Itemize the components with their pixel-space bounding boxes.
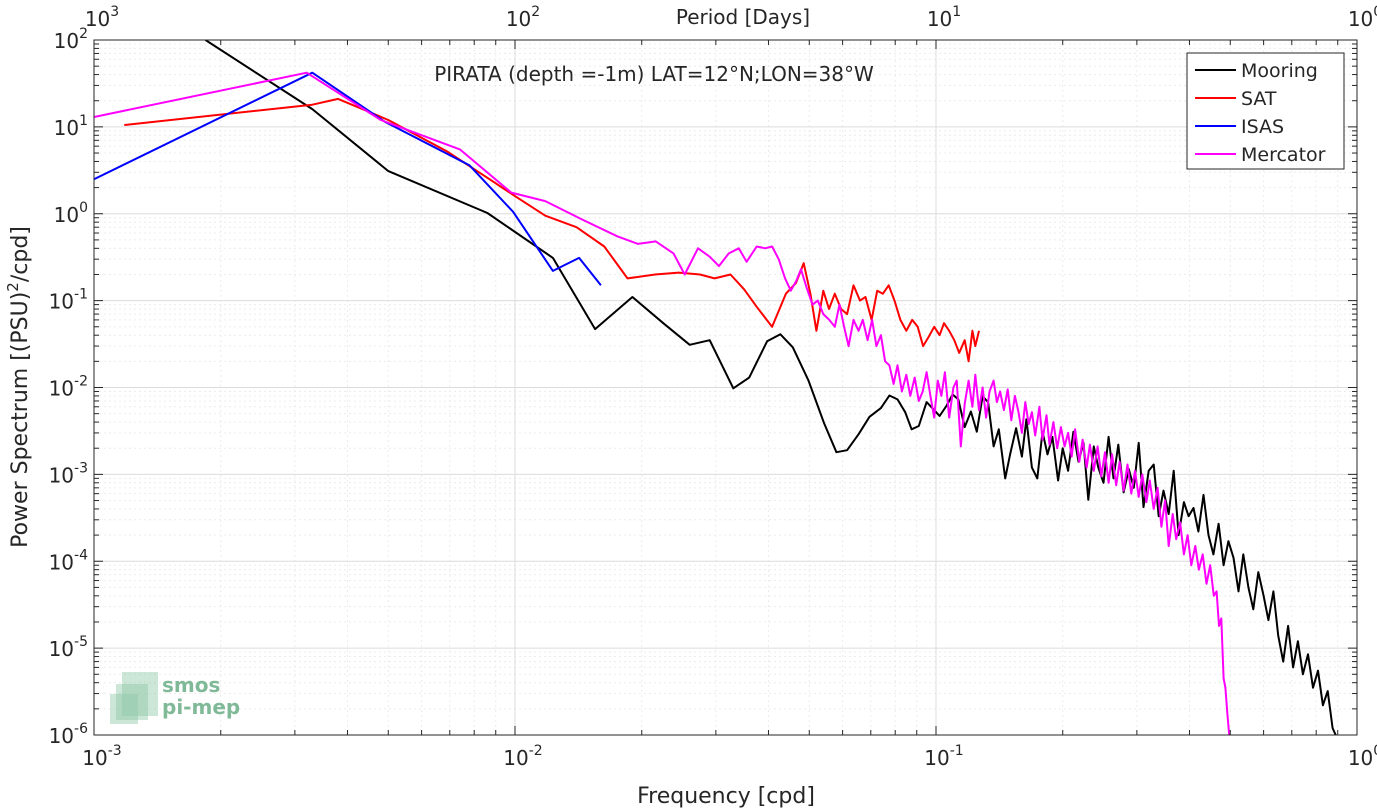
top-tick-label: 100: [1348, 4, 1377, 31]
top-tick-label-base: 10: [927, 7, 952, 31]
y-tick-label-base: 10: [49, 724, 74, 748]
y-tick-label: 10-2: [49, 374, 88, 401]
logo-wave-back: [122, 672, 158, 716]
tick-marks: [93, 39, 1358, 736]
y-axis-label-tail: /cpd]: [8, 226, 33, 282]
y-tick-label: 10-4: [49, 547, 89, 574]
legend-label-mercator: Mercator: [1241, 144, 1326, 166]
series-line-isas: [94, 71, 602, 286]
series-layer: [94, 40, 1337, 735]
top-tick-label-exponent: 2: [531, 4, 540, 20]
y-tick-label-exponent: -1: [74, 287, 88, 303]
y-tick-label-exponent: -6: [74, 721, 88, 737]
y-tick-label-exponent: 2: [79, 26, 88, 42]
x-tick-label: 100: [1348, 743, 1377, 770]
y-tick-label: 100: [54, 200, 88, 227]
y-tick-label-base: 10: [49, 377, 74, 401]
x-tick-label-exponent: -2: [529, 743, 543, 759]
series-line-sat: [124, 97, 980, 363]
series-line-mercator: [94, 71, 1231, 735]
logo-text-smos: smos: [162, 673, 220, 697]
y-tick-label-base: 10: [49, 637, 74, 661]
y-tick-label: 101: [54, 113, 88, 140]
y-tick-label-base: 10: [54, 116, 79, 140]
top-tick-label-base: 10: [506, 7, 531, 31]
y-tick-label-base: 10: [49, 463, 74, 487]
x-tick-label: 10-1: [924, 743, 963, 770]
logo-wave-front: [110, 694, 138, 724]
y-axis-label-superscript: 2: [4, 282, 22, 292]
legend-box: [1186, 52, 1345, 170]
y-tick-label-exponent: -2: [74, 374, 88, 390]
smos-pi-mep-logo: smos pi-mep: [110, 672, 240, 724]
top-tick-labels: 103102101100: [85, 4, 1377, 31]
logo-text-pi-mep: pi-mep: [162, 695, 240, 719]
top-tick-label: 101: [927, 4, 961, 31]
x-tick-label-exponent: 0: [1373, 743, 1377, 759]
top-tick-label: 102: [506, 4, 540, 31]
top-axis-label: Period [Days]: [676, 5, 810, 29]
x-tick-label: 10-3: [82, 743, 121, 770]
y-tick-label-base: 10: [54, 29, 79, 53]
y-tick-label: 10-5: [49, 634, 88, 661]
logo-wave-mid: [116, 684, 148, 720]
y-axis-label: Power Spectrum [(PSU)2/cpd]: [4, 226, 33, 548]
legend: Mooring SAT ISAS Mercator: [1186, 52, 1345, 170]
y-tick-label-base: 10: [49, 290, 74, 314]
x-tick-label-base: 10: [1348, 746, 1373, 770]
chart-title: PIRATA (depth =-1m) LAT=12°N;LON=38°W: [434, 62, 874, 86]
y-tick-label-exponent: 0: [79, 200, 88, 216]
x-tick-label-base: 10: [503, 746, 528, 770]
y-tick-label-base: 10: [54, 203, 79, 227]
top-tick-label-exponent: 1: [952, 4, 961, 20]
y-tick-label-exponent: -5: [74, 634, 88, 650]
top-tick-label-base: 10: [1348, 7, 1373, 31]
top-tick-label-exponent: 0: [1373, 4, 1377, 20]
legend-label-sat: SAT: [1241, 88, 1277, 110]
y-tick-label: 10-1: [49, 287, 88, 314]
y-tick-label-exponent: -4: [74, 547, 88, 563]
x-tick-label-base: 10: [82, 746, 107, 770]
top-tick-label-base: 10: [85, 7, 110, 31]
top-tick-label-exponent: 3: [110, 4, 119, 20]
x-tick-label-exponent: -1: [950, 743, 964, 759]
y-axis-label-main: Power Spectrum [(PSU): [8, 292, 33, 548]
y-tick-label: 102: [54, 26, 88, 53]
x-tick-label-exponent: -3: [108, 743, 122, 759]
series-line-mooring: [204, 40, 1337, 735]
y-tick-label: 10-3: [49, 460, 88, 487]
legend-label-mooring: Mooring: [1241, 60, 1318, 82]
y-tick-label-base: 10: [49, 550, 74, 574]
x-tick-label: 10-2: [503, 743, 542, 770]
y-tick-label-exponent: -3: [74, 460, 88, 476]
y-tick-label: 10-6: [49, 721, 89, 748]
x-axis-label: Frequency [cpd]: [637, 784, 815, 809]
legend-label-isas: ISAS: [1241, 116, 1284, 138]
x-tick-label-base: 10: [924, 746, 949, 770]
top-tick-label: 103: [85, 4, 119, 31]
y-tick-label-exponent: 1: [79, 113, 88, 129]
